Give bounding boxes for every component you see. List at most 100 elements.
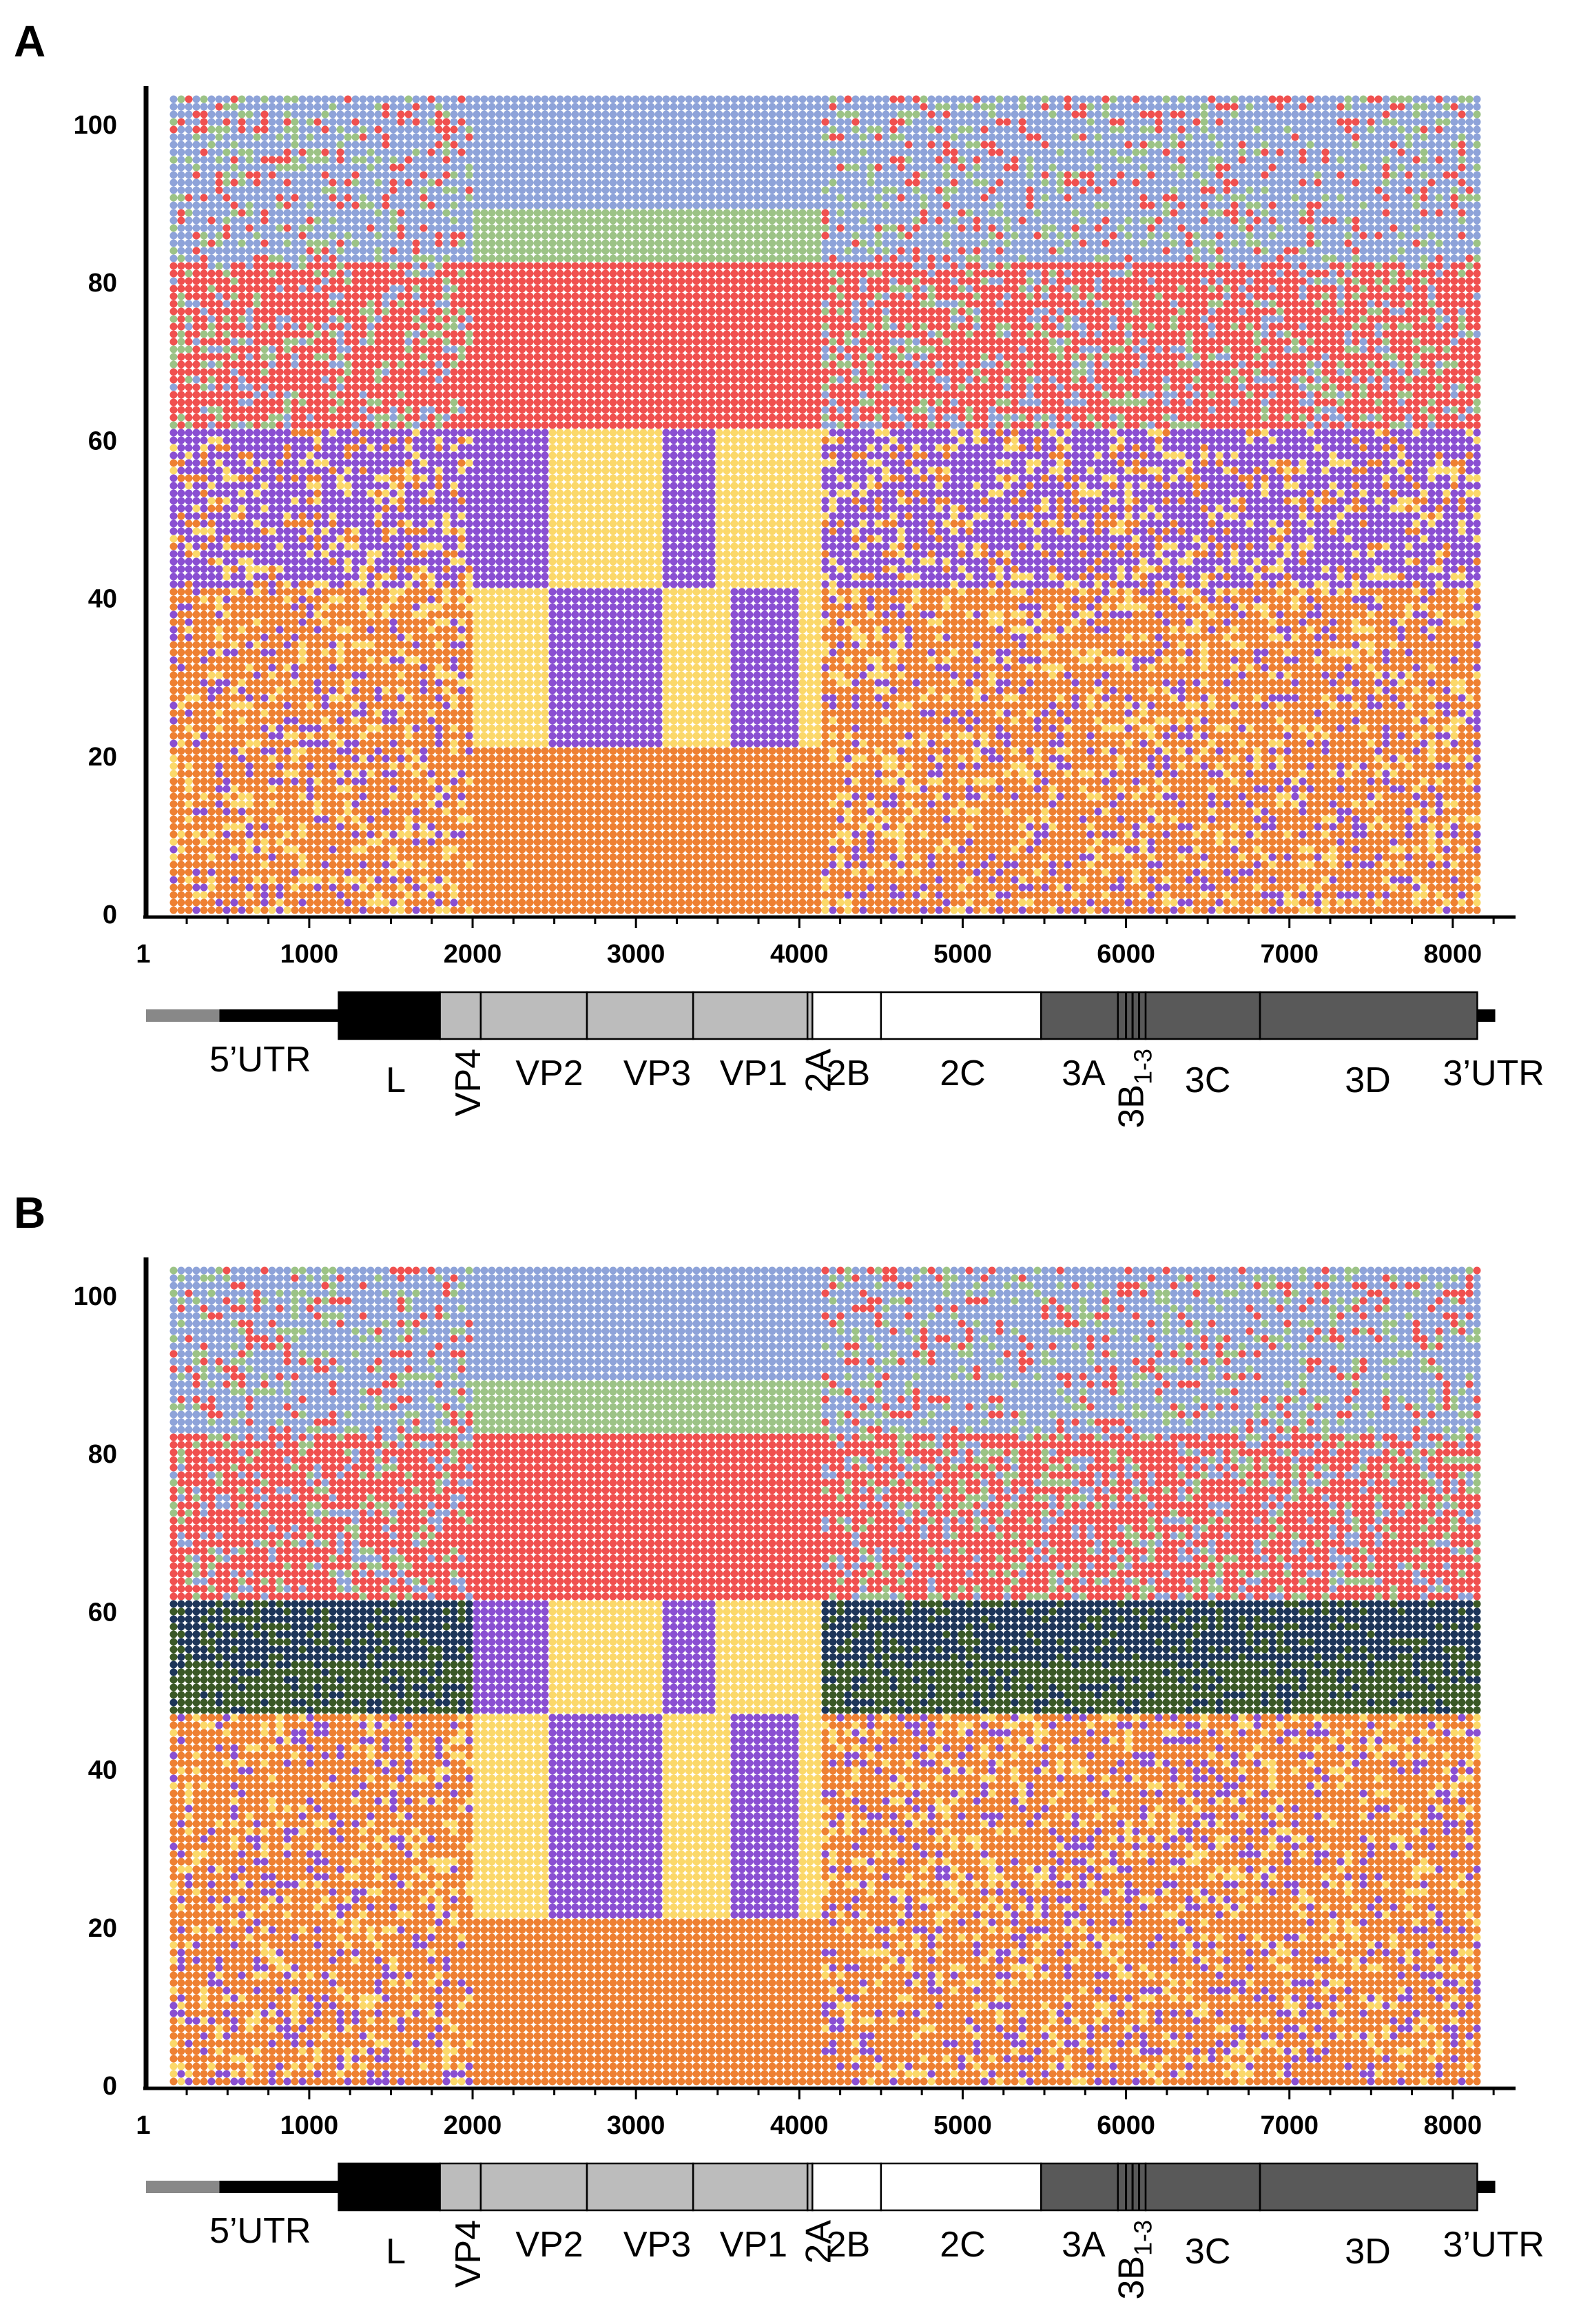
heat-dot	[867, 845, 875, 854]
heat-dot	[442, 785, 451, 793]
heat-dot	[995, 717, 1004, 725]
heat-dot	[533, 754, 541, 763]
heat-dot	[851, 838, 860, 846]
heat-dot	[730, 876, 738, 884]
heat-dot	[450, 815, 458, 823]
heat-dot	[1102, 762, 1110, 770]
heat-dot	[1011, 891, 1019, 899]
heat-dot	[260, 777, 269, 785]
heat-dot	[1458, 898, 1466, 907]
heat-dot	[1435, 800, 1443, 808]
heat-dot	[1352, 845, 1360, 854]
heat-dot	[1246, 861, 1254, 869]
heat-dot	[321, 838, 329, 846]
heat-dot	[450, 717, 458, 725]
heat-dot	[935, 724, 943, 732]
heat-dot	[556, 883, 564, 892]
heat-dot	[185, 876, 193, 884]
heat-dot	[1276, 876, 1284, 884]
heat-dot	[836, 785, 845, 793]
heat-dot	[912, 853, 920, 861]
heat-dot	[776, 762, 784, 770]
heat-dot	[465, 838, 473, 846]
heat-dot	[1139, 845, 1148, 854]
heat-dot	[1041, 891, 1049, 899]
heat-dot	[1336, 845, 1345, 854]
heat-dot	[336, 724, 344, 732]
heat-dot	[738, 861, 746, 869]
heat-dot	[1276, 701, 1284, 710]
heat-dot	[1033, 777, 1042, 785]
heat-dot	[192, 762, 200, 770]
heat-dot	[1314, 785, 1322, 793]
heat-dot	[1276, 739, 1284, 748]
heat-dot	[844, 747, 852, 755]
heat-dot	[836, 830, 845, 839]
heat-dot	[503, 724, 511, 732]
heat-dot	[1102, 739, 1110, 748]
heat-dot	[1458, 808, 1466, 816]
heat-dot	[480, 823, 488, 831]
heat-dot	[730, 762, 738, 770]
heat-dot	[624, 717, 632, 725]
heat-dot	[973, 808, 981, 816]
heat-dot	[980, 694, 989, 702]
heat-dot	[207, 792, 216, 801]
heat-dot	[738, 800, 746, 808]
heat-dot	[768, 701, 776, 710]
heat-dot	[1321, 823, 1330, 831]
heat-dot	[169, 724, 178, 732]
heat-dot	[427, 777, 435, 785]
heat-dot	[260, 891, 269, 899]
heat-dot	[192, 792, 200, 801]
heat-dot	[995, 830, 1004, 839]
heat-dot	[457, 830, 466, 839]
heat-dot	[359, 853, 367, 861]
heat-dot	[238, 868, 246, 876]
heat-dot	[1238, 898, 1246, 907]
heat-dot	[1465, 762, 1474, 770]
heat-dot	[670, 754, 678, 763]
heat-dot	[185, 891, 193, 899]
heat-dot	[1246, 777, 1254, 785]
heat-dot	[844, 709, 852, 717]
heat-dot	[912, 815, 920, 823]
heat-dot	[1299, 732, 1307, 740]
heat-dot	[480, 732, 488, 740]
heat-dot	[761, 800, 769, 808]
heat-dot	[177, 694, 185, 702]
heat-dot	[1170, 891, 1178, 899]
heat-dot	[177, 823, 185, 831]
heat-dot	[488, 701, 496, 710]
heat-dot	[1268, 754, 1277, 763]
heat-dot	[1064, 876, 1072, 884]
heat-dot	[594, 694, 602, 702]
heat-dot	[836, 838, 845, 846]
heat-dot	[942, 747, 951, 755]
heat-dot	[1405, 815, 1413, 823]
heat-dot	[351, 861, 360, 869]
heat-dot	[912, 906, 920, 914]
heat-dot	[306, 808, 314, 816]
heat-dot	[1374, 762, 1383, 770]
heat-dot	[556, 898, 564, 907]
heat-dot	[579, 792, 587, 801]
heat-dot	[1132, 868, 1140, 876]
heat-dot	[1450, 838, 1458, 846]
heat-dot	[1177, 792, 1186, 801]
heat-dot	[412, 868, 420, 876]
heat-dot	[1261, 770, 1269, 778]
heat-dot	[950, 808, 958, 816]
heat-dot	[313, 701, 322, 710]
heat-dot	[1268, 868, 1277, 876]
heat-dot	[1336, 701, 1345, 710]
heat-dot	[1314, 838, 1322, 846]
heat-dot	[1450, 770, 1458, 778]
heat-dot	[836, 823, 845, 831]
heat-dot	[579, 898, 587, 907]
heat-dot	[912, 830, 920, 839]
heat-dot	[700, 732, 708, 740]
heat-dot	[260, 883, 269, 892]
heat-dot	[867, 800, 875, 808]
heat-dot	[283, 739, 291, 748]
